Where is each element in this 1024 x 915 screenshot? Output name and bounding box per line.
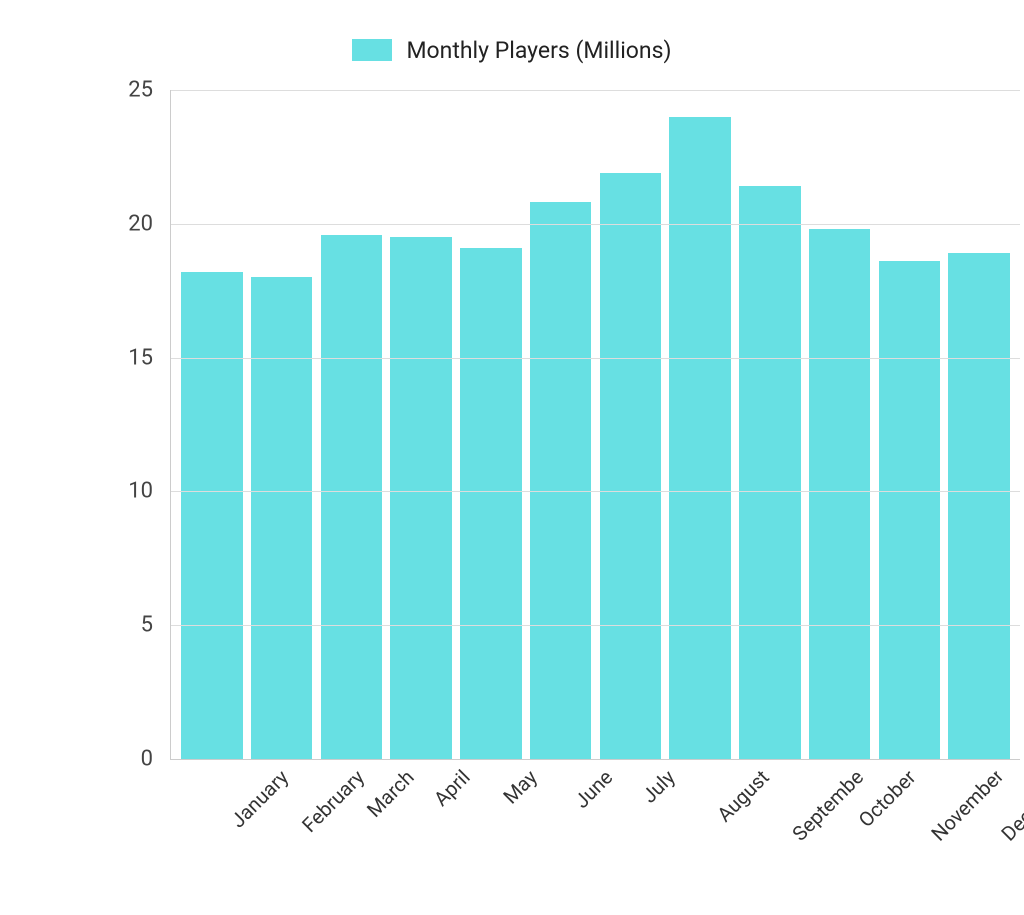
- ytick-label: 25: [128, 78, 171, 103]
- bar-slot: June: [526, 90, 596, 759]
- bar-slot: September: [735, 90, 805, 759]
- legend-label: Monthly Players (Millions): [406, 37, 671, 64]
- bar-slot: July: [596, 90, 666, 759]
- gridline: [171, 224, 1020, 225]
- chart-container: Monthly Players (Millions) JanuaryFebrua…: [0, 0, 1024, 915]
- xtick-label: April: [429, 765, 475, 811]
- ytick-label: 0: [141, 747, 171, 772]
- xtick-label: March: [362, 765, 419, 822]
- xtick-label: May: [498, 765, 542, 809]
- bar-slot: May: [456, 90, 526, 759]
- bar: [600, 173, 661, 759]
- bars-group: JanuaryFebruaryMarchAprilMayJuneJulyAugu…: [171, 90, 1020, 759]
- xtick-label: September: [787, 765, 868, 846]
- bar-slot: January: [177, 90, 247, 759]
- bar: [321, 235, 382, 759]
- bar: [390, 237, 451, 759]
- bar: [460, 248, 521, 759]
- bar: [739, 186, 800, 759]
- legend-swatch: [352, 39, 392, 61]
- xtick-label: November: [927, 765, 1008, 846]
- legend: Monthly Players (Millions): [20, 30, 1004, 70]
- bar-slot: October: [805, 90, 875, 759]
- ytick-label: 20: [128, 211, 171, 236]
- bar: [948, 253, 1009, 759]
- ytick-label: 10: [128, 479, 171, 504]
- bar-slot: February: [247, 90, 317, 759]
- bar: [879, 261, 940, 759]
- gridline: [171, 625, 1020, 626]
- xtick-label: August: [712, 765, 774, 827]
- gridline: [171, 358, 1020, 359]
- xtick-label: July: [637, 765, 680, 808]
- xtick-label: October: [853, 765, 920, 832]
- ytick-label: 5: [141, 613, 171, 638]
- bar-slot: August: [665, 90, 735, 759]
- ytick-label: 15: [128, 345, 171, 370]
- bar: [181, 272, 242, 759]
- gridline: [171, 90, 1020, 91]
- bar-slot: December: [944, 90, 1014, 759]
- gridline: [171, 491, 1020, 492]
- xtick-label: January: [226, 765, 293, 832]
- bar: [809, 229, 870, 759]
- xtick-label: February: [297, 765, 369, 837]
- bar-slot: March: [317, 90, 387, 759]
- xtick-label: June: [569, 765, 617, 813]
- plot-area: JanuaryFebruaryMarchAprilMayJuneJulyAugu…: [170, 90, 1020, 760]
- bar: [530, 202, 591, 759]
- bar: [251, 277, 312, 759]
- bar-slot: November: [875, 90, 945, 759]
- bar: [669, 117, 730, 759]
- bar-slot: April: [386, 90, 456, 759]
